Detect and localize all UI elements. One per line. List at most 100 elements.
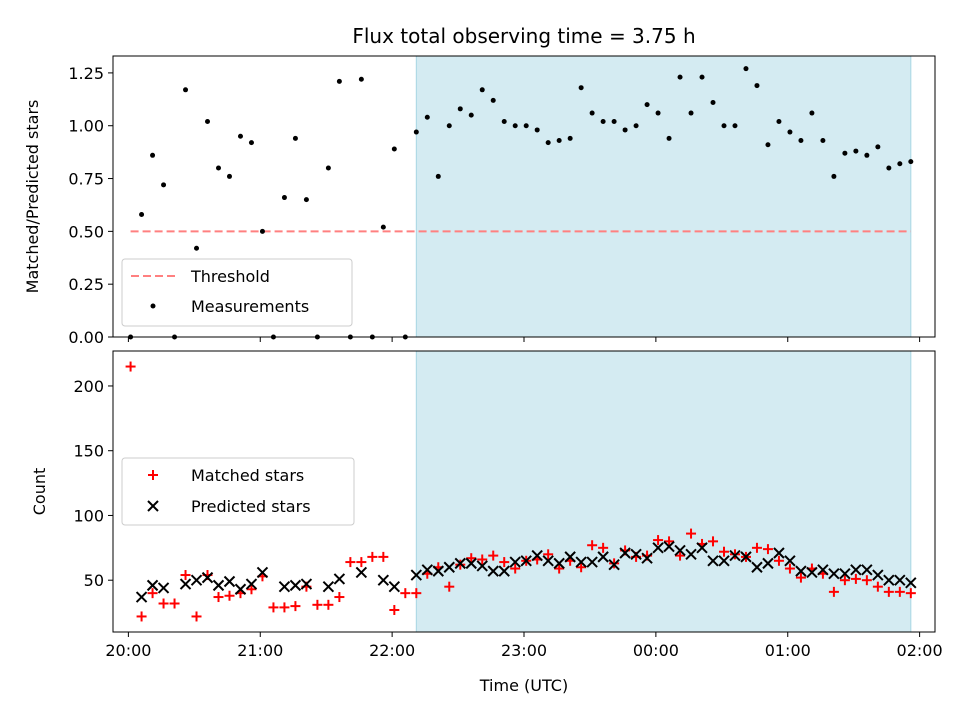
predicted-stars-point — [333, 573, 346, 585]
measurement-point — [479, 87, 485, 93]
predicted-stars-point — [795, 565, 807, 577]
predicted-stars-point — [487, 565, 499, 577]
legend-plus-marker-icon — [148, 470, 158, 480]
matched-stars-point — [367, 551, 378, 562]
predicted-stars-point — [355, 566, 368, 579]
measurement-point — [666, 135, 672, 141]
measurement-point — [237, 133, 243, 139]
predicted-stars-point — [784, 555, 796, 567]
measurement-point — [435, 173, 441, 179]
measurement-point — [391, 146, 397, 152]
matched-stars-point — [872, 581, 883, 592]
predicted-stars-point — [641, 552, 653, 564]
matched-stars-point — [883, 586, 894, 597]
matched-stars-point — [180, 570, 191, 581]
x-tick-label: 01:00 — [765, 641, 811, 660]
predicted-stars-point — [575, 556, 587, 568]
matched-stars-point — [905, 588, 916, 599]
measurement-point — [677, 74, 683, 80]
predicted-stars-point — [212, 579, 225, 592]
measurement-point — [600, 118, 606, 124]
measurement-point — [523, 123, 529, 129]
matched-stars-point — [224, 590, 235, 601]
predicted-stars-point — [476, 560, 488, 572]
measurement-point — [325, 165, 331, 171]
measurement-point — [787, 129, 793, 135]
measurement-point — [139, 211, 145, 217]
y-tick-label: 200 — [73, 377, 104, 396]
measurement-point — [150, 152, 156, 158]
matched-stars-point — [653, 535, 664, 546]
matched-stars-point — [323, 599, 334, 610]
measurement-point — [161, 182, 167, 188]
y-tick-label: 100 — [73, 506, 104, 525]
measurement-point — [545, 140, 551, 146]
matched-stars-point — [828, 586, 839, 597]
measurement-point — [842, 150, 848, 156]
predicted-stars-point — [542, 555, 554, 567]
matched-stars-point — [719, 546, 730, 557]
predicted-stars-point — [432, 565, 444, 577]
y-tick-label: 50 — [84, 571, 104, 590]
predicted-stars-point — [421, 564, 434, 576]
predicted-stars-point — [773, 547, 785, 559]
matched-stars-point — [356, 557, 367, 568]
predicted-stars-point — [861, 564, 873, 576]
predicted-stars-point — [850, 564, 862, 576]
measurement-point — [336, 78, 342, 84]
matched-stars-point — [345, 557, 356, 568]
legend-threshold-label: Threshold — [190, 267, 270, 286]
measurement-point — [633, 123, 639, 129]
measurement-point — [215, 165, 221, 171]
predicted-stars-point — [839, 568, 851, 580]
matched-stars-point — [389, 604, 400, 615]
predicted-stars-point — [663, 540, 675, 553]
matched-stars-point — [543, 549, 554, 560]
measurement-point — [831, 173, 837, 179]
predicted-stars-point — [740, 551, 752, 563]
predicted-stars-point — [828, 568, 840, 580]
measurement-point — [578, 85, 584, 91]
predicted-stars-point — [674, 544, 686, 557]
measurement-point — [281, 195, 287, 201]
predicted-stars-point — [245, 578, 258, 590]
y-tick-label: 1.25 — [68, 64, 104, 83]
count-series — [125, 361, 917, 622]
y-tick-label: 0.25 — [68, 275, 104, 294]
predicted-stars-point — [322, 580, 335, 593]
measurement-point — [864, 152, 870, 158]
measurement-point — [556, 138, 562, 144]
x-tick-label: 21:00 — [237, 641, 283, 660]
ratio-x-ticks — [127, 337, 921, 342]
measurement-point — [820, 138, 826, 144]
observing-window-span-count — [415, 350, 912, 633]
ratio-legend-box — [121, 258, 353, 327]
measurement-point — [622, 127, 628, 133]
matched-stars-point — [598, 542, 609, 553]
matched-stars-point — [147, 588, 158, 599]
measurement-point — [457, 106, 463, 112]
measurement-point — [853, 148, 859, 154]
measurement-point — [655, 110, 661, 116]
predicted-stars-point — [817, 564, 829, 576]
predicted-stars-point — [762, 557, 774, 570]
predicted-stars-point — [883, 574, 895, 586]
measurement-point — [259, 228, 265, 234]
measurement-point — [611, 118, 617, 124]
legend-x-marker-icon — [147, 500, 159, 512]
x-tick-label: 23:00 — [501, 641, 547, 660]
ratio-y-axis-label: Matched/Predicted stars — [23, 100, 42, 294]
predicted-stars-point — [190, 574, 203, 586]
predicted-stars-point — [652, 542, 664, 554]
matched-stars-point — [839, 575, 850, 586]
measurement-point — [699, 74, 705, 80]
predicted-stars-point — [498, 565, 510, 577]
predicted-stars-point — [894, 574, 906, 586]
measurement-point — [567, 135, 573, 141]
measurement-point — [501, 118, 507, 124]
measurement-point — [776, 118, 782, 124]
x-tick-label: 22:00 — [369, 641, 415, 660]
matched-stars-point — [708, 536, 719, 547]
matched-stars-point — [158, 598, 169, 609]
matched-stars-point — [773, 555, 784, 566]
